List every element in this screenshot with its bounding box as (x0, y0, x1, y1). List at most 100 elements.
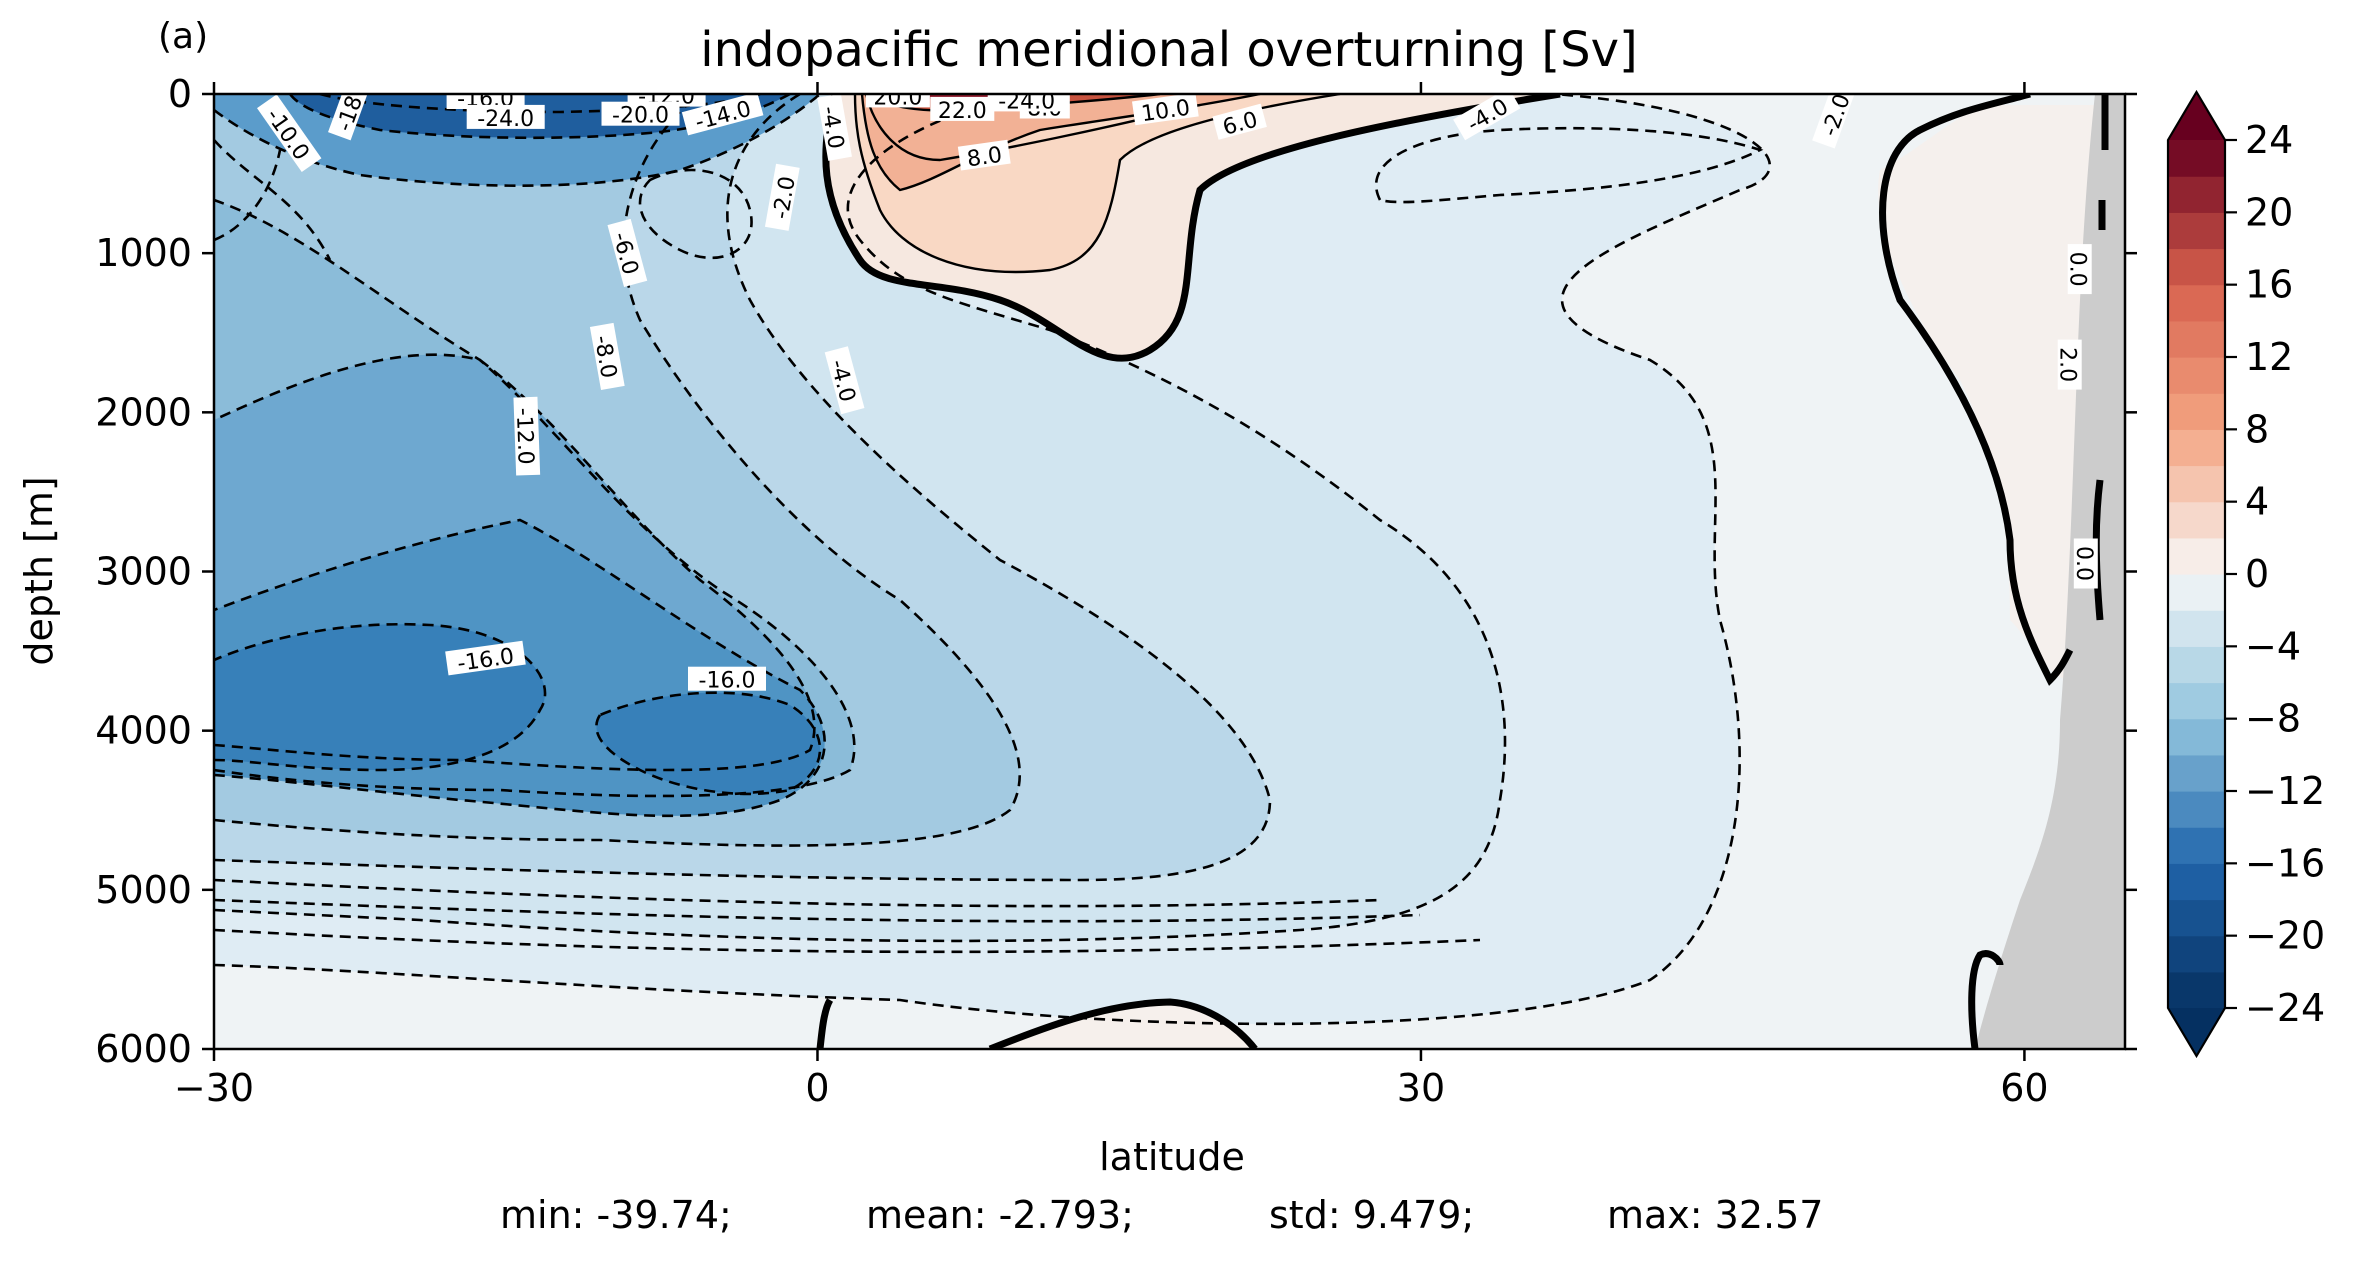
y-tick-label: 5000 (95, 868, 192, 912)
contour-label-bg (930, 96, 995, 121)
contour-label: 0.0 (2065, 244, 2092, 295)
colorbar-tick-label: −16 (2245, 841, 2325, 885)
contour-label: -24.0 (987, 94, 1066, 114)
contour-m4 (214, 94, 1507, 943)
contour-deep-m1 (214, 878, 1381, 908)
contour-surface-5 (214, 149, 282, 242)
colorbar-tick-label: 12 (2245, 335, 2293, 379)
contour-label-bg (257, 94, 322, 173)
colorbar-band (2168, 501, 2225, 539)
contour-label-bg (2073, 538, 2098, 589)
contour-zero-deep-left (816, 998, 834, 1049)
contour-label: 20.0 (865, 85, 930, 110)
contour-label-bg (2067, 244, 2092, 295)
contour-label-text: -16.0 (699, 669, 756, 694)
colorbar-band (2168, 754, 2225, 792)
contour-label: 6.0 (1212, 103, 1267, 141)
contour-label: -16.0 (445, 640, 526, 677)
x-axis-label: latitude (1099, 1135, 1245, 1179)
colorbar-tick-label: 0 (2245, 552, 2269, 596)
stat-mean: mean: -2.793; (866, 1193, 1134, 1237)
stat-max: max: 32.57 (1607, 1193, 1824, 1237)
y-tick-label: 3000 (95, 550, 192, 594)
contour-label-bg (513, 396, 541, 476)
contour-label: -8.0 (589, 322, 625, 391)
contour-surface-1 (214, 94, 821, 187)
fill-northern-positive (1878, 105, 2100, 680)
colorbar-band (2168, 284, 2225, 322)
contour-label: 8.0 (957, 139, 1011, 173)
colorbar-tick-label: 16 (2245, 263, 2293, 307)
contour-label-text: -12.0 (511, 407, 538, 465)
colorbar-band (2168, 357, 2225, 394)
colorbar-tick-label: −12 (2245, 769, 2325, 813)
contour-label: -16.0 (688, 666, 766, 694)
land-mask (1975, 94, 2125, 1049)
contour-label-text: 0.0 (2065, 252, 2090, 287)
contour-label-bg (601, 101, 680, 126)
contour-label-bg (764, 163, 800, 231)
contour-label: -4.0 (816, 94, 852, 161)
contour-zero-bottom (988, 998, 1258, 1049)
colorbar-band (2168, 176, 2225, 213)
contour-m16a (214, 622, 547, 772)
colorbar-tick-label: 20 (2245, 190, 2293, 234)
colorbar-band (2168, 863, 2225, 901)
colorbar: 24 20 16 12 8 4 0 −4 −8 −12 −16 −20 −24 (2166, 89, 2325, 1059)
contour-label-bg (328, 94, 368, 141)
colorbar-band (2168, 935, 2225, 973)
contour-label-text: 20.0 (873, 85, 922, 110)
colorbar-band (2168, 791, 2225, 828)
contour-zero-north (1879, 94, 2074, 686)
contour-label-text: -20.0 (612, 104, 669, 129)
y-tick-label: 2000 (95, 390, 192, 434)
colorbar-band (2168, 718, 2225, 756)
contour-eddy (638, 168, 753, 260)
y-axis: 0 1000 2000 3000 4000 5000 6000 (95, 72, 2137, 1071)
x-tick-label: 0 (805, 1066, 829, 1110)
stat-std: std: 9.479; (1269, 1193, 1475, 1237)
contour-m2 (214, 94, 1771, 1026)
x-tick-label: 30 (1397, 1066, 1445, 1110)
contour-label-bg (957, 139, 1011, 171)
contour-label-text: 22.0 (938, 99, 987, 124)
contour-label-text: 8.0 (966, 143, 1004, 173)
contour-m14 (214, 518, 826, 818)
colorbar-extend-bottom (2168, 1008, 2225, 1056)
contour-label-bg (1212, 103, 1267, 140)
x-axis: −30 0 30 60 (174, 82, 2049, 1110)
contour-p2 (853, 94, 1341, 274)
colorbar-band (2168, 899, 2225, 937)
colorbar-tick-label: 8 (2245, 407, 2269, 451)
colorbar-tick-label: −20 (2245, 914, 2325, 958)
colorbar-extend-top (2168, 92, 2225, 140)
contour-label-text: 2.0 (2055, 347, 2080, 382)
contour-label: 2.0 (2055, 339, 2082, 390)
contour-label-bg (466, 104, 545, 129)
contour-label: -24.0 (466, 104, 545, 132)
colorbar-tick-label: 24 (2245, 118, 2293, 162)
contour-label-bg (589, 322, 625, 391)
contour-label: 0.0 (2071, 538, 2098, 589)
contour-label-bg (688, 666, 766, 691)
fill-deep-positive (990, 1002, 1255, 1049)
summary-stats: min: -39.74; mean: -2.793; std: 9.479; m… (0, 1193, 2362, 1237)
contour-deep-m3 (214, 928, 1481, 954)
contour-label-bg (445, 640, 526, 676)
contour-zero-deep-right (1968, 950, 2004, 1049)
contour-label: 22.0 (930, 96, 995, 124)
contour-m10 (214, 198, 856, 798)
x-tick-label: 60 (2000, 1066, 2048, 1110)
contour-deep-m2 (214, 898, 1421, 923)
stat-min: min: -39.74; (500, 1193, 732, 1237)
y-tick-label: 1000 (95, 231, 192, 275)
colorbar-band (2168, 610, 2225, 647)
colorbar-tick-label: −24 (2245, 986, 2325, 1030)
colorbar-band (2168, 212, 2225, 250)
y-axis-label: depth [m] (17, 476, 61, 665)
contour-label-bg (987, 94, 1066, 112)
colorbar-tick-label: −4 (2245, 624, 2301, 668)
colorbar-band (2168, 429, 2225, 467)
contour-zero-cell (822, 94, 1561, 362)
